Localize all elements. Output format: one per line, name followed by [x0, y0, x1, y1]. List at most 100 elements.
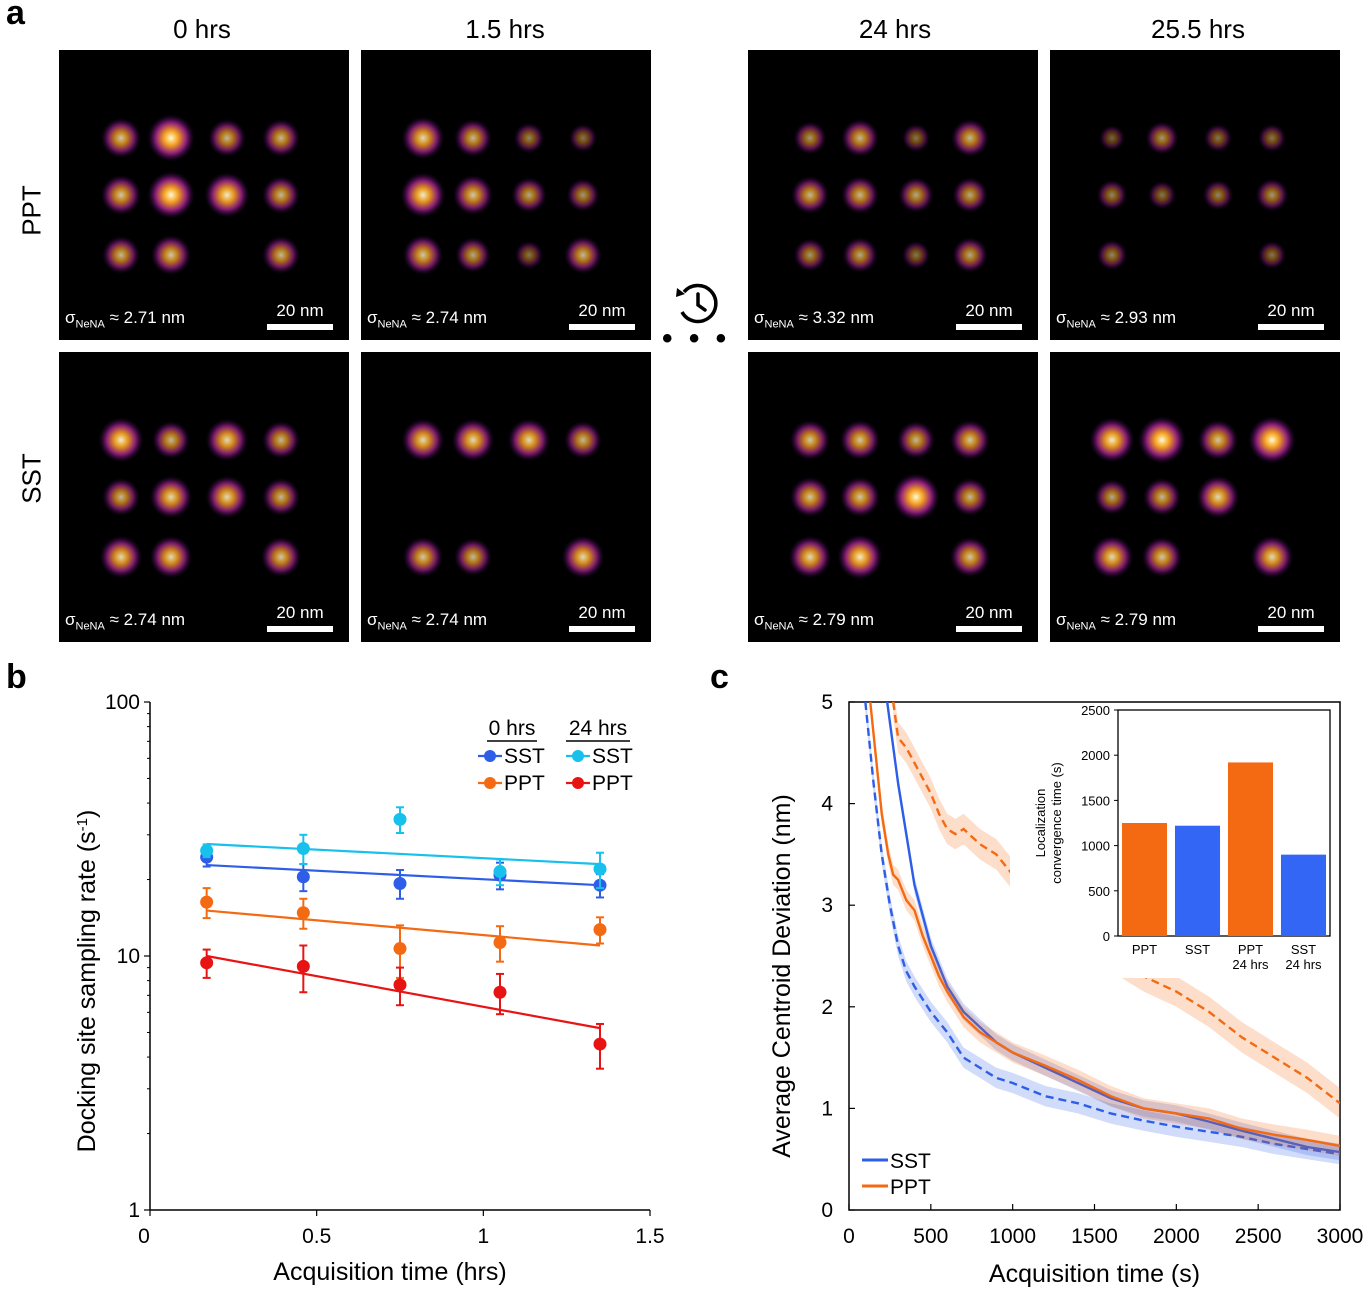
y-tick-label: 1: [821, 1097, 833, 1120]
image-tile-sst-1-5hrs: σNeNA ≈ 2.74 nm 20 nm: [361, 352, 651, 642]
sigma-nena-label: σNeNA ≈ 2.74 nm: [65, 610, 185, 632]
sigma-subscript: NeNA: [75, 620, 105, 632]
y-tick-label: 0: [821, 1199, 833, 1222]
localization-spot: [511, 177, 547, 213]
scale-bar-label: 20 nm: [276, 301, 324, 320]
localization-spot: [507, 418, 551, 462]
x-axis-label: Acquisition time (hrs): [273, 1258, 506, 1286]
image-tile-sst-25-5hrs: σNeNA ≈ 2.79 nm 20 nm: [1050, 352, 1340, 642]
fit-line: [206, 842, 601, 866]
sigma-subscript: NeNA: [377, 620, 407, 632]
sigma-subscript: NeNA: [1066, 620, 1096, 632]
data-point: [393, 812, 407, 826]
legend-marker: [484, 777, 496, 789]
localization-spot: [566, 178, 600, 212]
fit-line: [206, 954, 601, 1030]
localization-spot: [261, 175, 301, 215]
sigma-symbol: σ: [367, 307, 378, 327]
sigma-symbol: σ: [65, 307, 76, 327]
x-tick-label: 500: [913, 1225, 948, 1248]
image-tile-sst-24hrs: σNeNA ≈ 2.79 nm 20 nm: [748, 352, 1038, 642]
scale-bar-line: [267, 626, 333, 632]
inset-bar: [1280, 854, 1327, 936]
time-ellipsis: • • •: [662, 322, 731, 355]
series-ppt-24hrs: [200, 944, 607, 1070]
sigma-nena-label: σNeNA ≈ 2.71 nm: [65, 308, 185, 330]
inset-category-label: SST: [1291, 942, 1316, 957]
inset-category-label: PPT: [1132, 942, 1157, 957]
localization-spot: [401, 418, 445, 462]
y-tick-label: 100: [105, 691, 140, 714]
localization-spot: [101, 477, 141, 517]
localization-spot: [1202, 179, 1234, 211]
legend-header: 0 hrs: [489, 717, 536, 740]
row-label-sst: SST: [16, 453, 47, 504]
sigma-nena-label: σNeNA ≈ 2.93 nm: [1056, 308, 1176, 330]
localization-spot: [898, 177, 934, 213]
scale-bar-line: [569, 626, 635, 632]
localization-spot: [952, 177, 988, 213]
legend-label: SST: [504, 745, 545, 768]
localization-spot: [1255, 178, 1289, 212]
inset-category-label: 24 hrs: [1285, 957, 1322, 972]
x-axis-label: Acquisition time (s): [989, 1260, 1200, 1288]
localization-spot: [793, 121, 827, 155]
localization-spot: [789, 476, 831, 518]
inset-bar: [1174, 825, 1221, 936]
sigma-subscript: NeNA: [75, 318, 105, 330]
legend-marker: [572, 777, 584, 789]
spot-field: [1089, 416, 1296, 579]
localization-spot: [101, 235, 141, 275]
sigma-value: ≈ 2.74 nm: [411, 609, 488, 629]
confidence-band: [893, 702, 1340, 1119]
localization-spot: [513, 122, 545, 154]
data-point: [296, 870, 310, 884]
data-point: [493, 865, 507, 879]
legend-header: 24 hrs: [569, 717, 627, 740]
fit-line: [206, 863, 601, 887]
localization-spot: [207, 118, 247, 158]
inset-y-tick-label: 0: [1103, 929, 1110, 944]
sigma-subscript: NeNA: [764, 620, 794, 632]
scale-bar-line: [1258, 324, 1324, 330]
data-point: [593, 1037, 607, 1051]
column-title-0hrs: 0 hrs: [173, 14, 231, 44]
image-tile-ppt-0hrs: σNeNA ≈ 2.71 nm 20 nm: [59, 50, 349, 340]
history-clock-icon: [676, 283, 718, 324]
series-sst-24hrs: [200, 806, 607, 890]
data-point: [296, 906, 310, 920]
localization-spot: [789, 419, 831, 461]
legend-entry: SST: [478, 745, 545, 768]
localization-spot: [514, 240, 544, 270]
sigma-value: ≈ 2.74 nm: [411, 307, 488, 327]
localization-spot: [1142, 477, 1182, 517]
localization-spot: [1096, 179, 1128, 211]
localization-spot: [1098, 124, 1126, 152]
sigma-value: ≈ 3.32 nm: [798, 307, 875, 327]
sigma-symbol: σ: [754, 609, 765, 629]
localization-spot: [261, 477, 301, 517]
image-tile-ppt-25-5hrs: σNeNA ≈ 2.93 nm 20 nm: [1050, 50, 1340, 340]
data-point: [296, 959, 310, 973]
scale-bar: 20 nm: [267, 301, 333, 330]
y-axis-label: Average Centroid Deviation (nm): [768, 794, 796, 1158]
inset-category-label: SST: [1185, 942, 1210, 957]
localization-spot: [204, 172, 250, 218]
localization-spot: [261, 420, 301, 460]
localization-spot: [1096, 239, 1128, 271]
x-tick-label: 1: [477, 1225, 489, 1248]
inset-y-tick-label: 2000: [1081, 748, 1110, 763]
data-point: [200, 844, 214, 858]
data-point: [200, 895, 214, 909]
series-line: [869, 702, 1340, 1148]
localization-spot: [100, 117, 142, 159]
sigma-value: ≈ 2.93 nm: [1100, 307, 1177, 327]
column-title-1-5hrs: 1.5 hrs: [465, 14, 545, 44]
image-tile-ppt-1-5hrs: σNeNA ≈ 2.74 nm 20 nm: [361, 50, 651, 340]
data-point: [493, 936, 507, 950]
legend: SST PPT: [862, 1150, 931, 1199]
image-tile-sst-0hrs: σNeNA ≈ 2.74 nm 20 nm: [59, 352, 349, 642]
localization-spot: [901, 123, 931, 153]
localization-spot: [100, 174, 142, 216]
localization-spot: [149, 535, 193, 579]
